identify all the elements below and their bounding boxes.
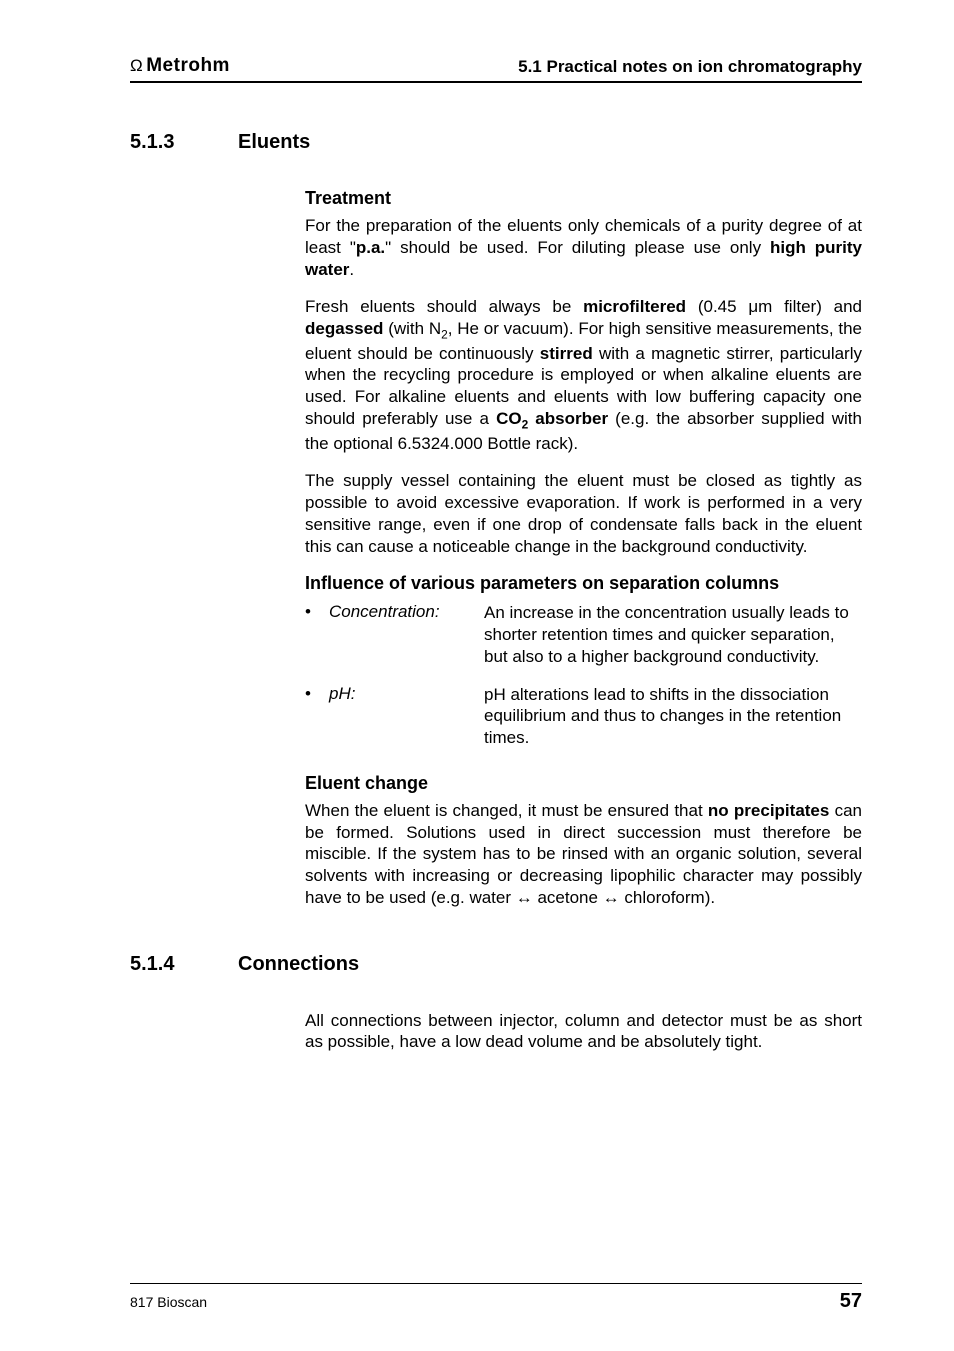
paragraph: The supply vessel containing the eluent … [305, 470, 862, 557]
paragraph: Fresh eluents should always be microfilt… [305, 296, 862, 454]
parameter-description: An increase in the concentration usually… [484, 602, 862, 667]
parameter-label: pH: [329, 684, 484, 749]
brand-icon: Ω [130, 56, 143, 76]
page-footer: 817 Bioscan 57 [130, 1283, 862, 1313]
bullet-icon: • [305, 602, 329, 667]
header-bar: ΩMetrohm 5.1 Practical notes on ion chro… [130, 55, 862, 83]
section-content: All connections between injector, column… [305, 1010, 862, 1054]
subheading: Eluent change [305, 773, 862, 794]
brand-text: Metrohm [146, 55, 230, 77]
section-title: Eluents [238, 131, 310, 154]
section-number: 5.1.3 [130, 131, 188, 154]
footer-product: 817 Bioscan [130, 1294, 207, 1310]
bullet-icon: • [305, 684, 329, 749]
chapter-title: 5.1 Practical notes on ion chromatograph… [518, 57, 862, 77]
page-number: 57 [840, 1290, 862, 1313]
brand-logo: ΩMetrohm [130, 55, 230, 77]
section-heading: 5.1.3 Eluents [130, 131, 862, 154]
parameter-description: pH alterations lead to shifts in the dis… [484, 684, 862, 749]
subheading: Influence of various parameters on separ… [305, 573, 862, 594]
parameter-list: •Concentration:An increase in the concen… [305, 602, 862, 749]
section-title: Connections [238, 953, 359, 976]
parameter-row: •pH:pH alterations lead to shifts in the… [305, 684, 862, 749]
parameter-label: Concentration: [329, 602, 484, 667]
section-content: Treatment For the preparation of the elue… [305, 188, 862, 909]
subheading: Treatment [305, 188, 862, 209]
paragraph: When the eluent is changed, it must be e… [305, 800, 862, 909]
parameter-row: •Concentration:An increase in the concen… [305, 602, 862, 667]
paragraph: For the preparation of the eluents only … [305, 215, 862, 280]
paragraph: All connections between injector, column… [305, 1010, 862, 1054]
section-number: 5.1.4 [130, 953, 188, 976]
section-heading: 5.1.4 Connections [130, 953, 862, 976]
